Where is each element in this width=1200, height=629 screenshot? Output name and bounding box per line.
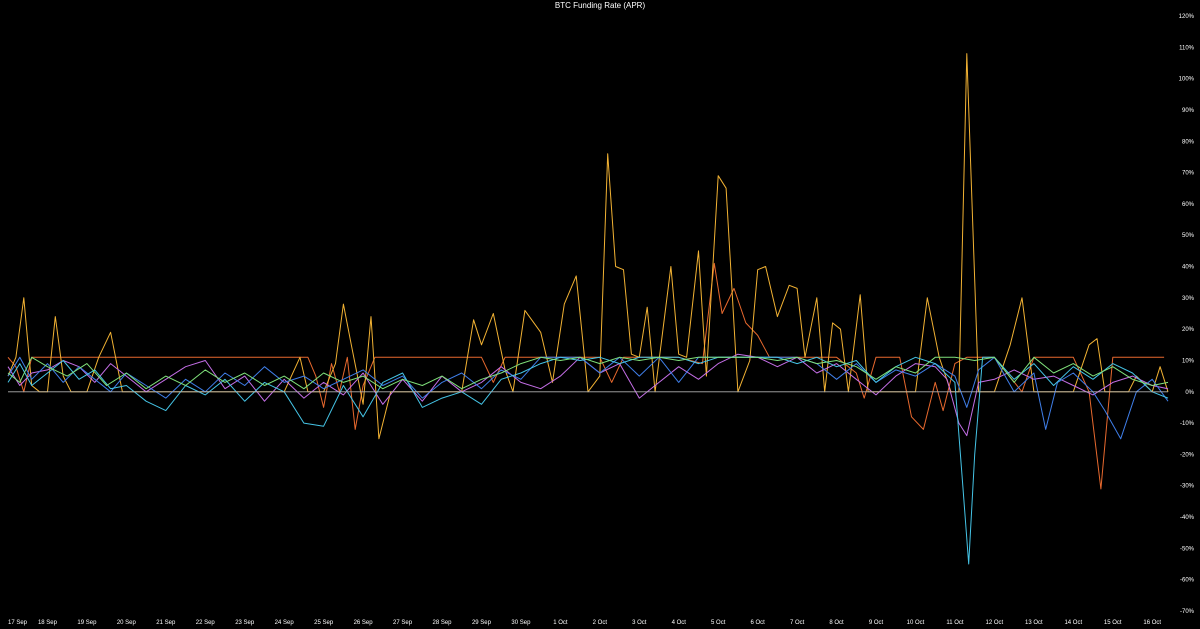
x-tick-label: 28 Sep bbox=[432, 620, 452, 626]
y-tick-label: -20% bbox=[1180, 452, 1195, 458]
x-tick-label: 11 Oct bbox=[946, 620, 964, 626]
x-tick-label: 18 Sep bbox=[38, 620, 58, 626]
x-tick-label: 4 Oct bbox=[672, 620, 687, 626]
y-tick-label: 80% bbox=[1182, 139, 1195, 145]
x-tick-label: 19 Sep bbox=[77, 620, 97, 626]
x-tick-label: 9 Oct bbox=[869, 620, 884, 626]
x-tick-label: 1 Oct bbox=[553, 620, 568, 626]
y-tick-label: 40% bbox=[1182, 265, 1195, 271]
y-tick-label: -30% bbox=[1180, 484, 1195, 490]
x-axis: 17 Sep 18 Sep 19 Sep 20 Sep 21 Sep 22 Sep 23 S… bbox=[8, 620, 1161, 626]
y-tick-label: -40% bbox=[1180, 515, 1195, 521]
chart-title: BTC Funding Rate (APR) bbox=[555, 1, 646, 10]
x-tick-label: 26 Sep bbox=[354, 620, 374, 626]
y-tick-label: -10% bbox=[1180, 421, 1195, 427]
y-tick-label: 60% bbox=[1182, 202, 1195, 208]
x-tick-label: 6 Oct bbox=[750, 620, 765, 626]
y-axis: 120% 110% 100% 90% 80% 70% 60% 50% 40% 30% 20% 10% 0… bbox=[1179, 14, 1195, 615]
x-tick-label: 3 Oct bbox=[632, 620, 647, 626]
x-tick-label: 16 Oct bbox=[1143, 620, 1161, 626]
x-tick-label: 21 Sep bbox=[156, 620, 176, 626]
series-line-1 bbox=[7, 262, 1165, 490]
series-line-2 bbox=[7, 53, 1169, 440]
x-tick-label: 23 Sep bbox=[235, 620, 255, 626]
y-tick-label: -70% bbox=[1180, 609, 1195, 615]
y-tick-label: 90% bbox=[1182, 108, 1195, 114]
x-tick-label: 12 Oct bbox=[986, 620, 1004, 626]
x-tick-label: 8 Oct bbox=[829, 620, 844, 626]
series-layer bbox=[7, 53, 1169, 565]
x-tick-label: 13 Oct bbox=[1025, 620, 1043, 626]
x-tick-label: 30 Sep bbox=[511, 620, 531, 626]
x-tick-label: 14 Oct bbox=[1064, 620, 1082, 626]
x-tick-label: 22 Sep bbox=[196, 620, 216, 626]
y-tick-label: 0% bbox=[1185, 390, 1194, 396]
series-line-4 bbox=[7, 356, 1169, 440]
y-tick-label: 110% bbox=[1179, 45, 1195, 51]
series-line-6 bbox=[7, 356, 1169, 390]
series-line-5 bbox=[7, 356, 1169, 565]
x-tick-label: 27 Sep bbox=[393, 620, 413, 626]
x-tick-label: 10 Oct bbox=[907, 620, 925, 626]
y-tick-label: -60% bbox=[1180, 578, 1195, 584]
x-tick-label: 2 Oct bbox=[593, 620, 608, 626]
series-line-3 bbox=[7, 353, 1169, 437]
y-tick-label: 50% bbox=[1182, 233, 1195, 239]
x-tick-label: 24 Sep bbox=[275, 620, 295, 626]
x-tick-label: 20 Sep bbox=[117, 620, 137, 626]
x-tick-label: 15 Oct bbox=[1104, 620, 1122, 626]
y-tick-label: 100% bbox=[1179, 77, 1195, 83]
x-tick-label: 5 Oct bbox=[711, 620, 726, 626]
y-tick-label: 70% bbox=[1182, 171, 1195, 177]
y-tick-label: 20% bbox=[1182, 327, 1195, 333]
x-tick-label: 7 Oct bbox=[790, 620, 805, 626]
x-tick-label: 25 Sep bbox=[314, 620, 334, 626]
y-tick-label: -50% bbox=[1180, 546, 1195, 552]
x-tick-label: 29 Sep bbox=[472, 620, 492, 626]
y-tick-label: 30% bbox=[1182, 296, 1195, 302]
y-tick-label: 120% bbox=[1179, 14, 1195, 20]
y-tick-label: 10% bbox=[1182, 358, 1195, 364]
x-tick-label: 17 Sep bbox=[8, 620, 28, 626]
